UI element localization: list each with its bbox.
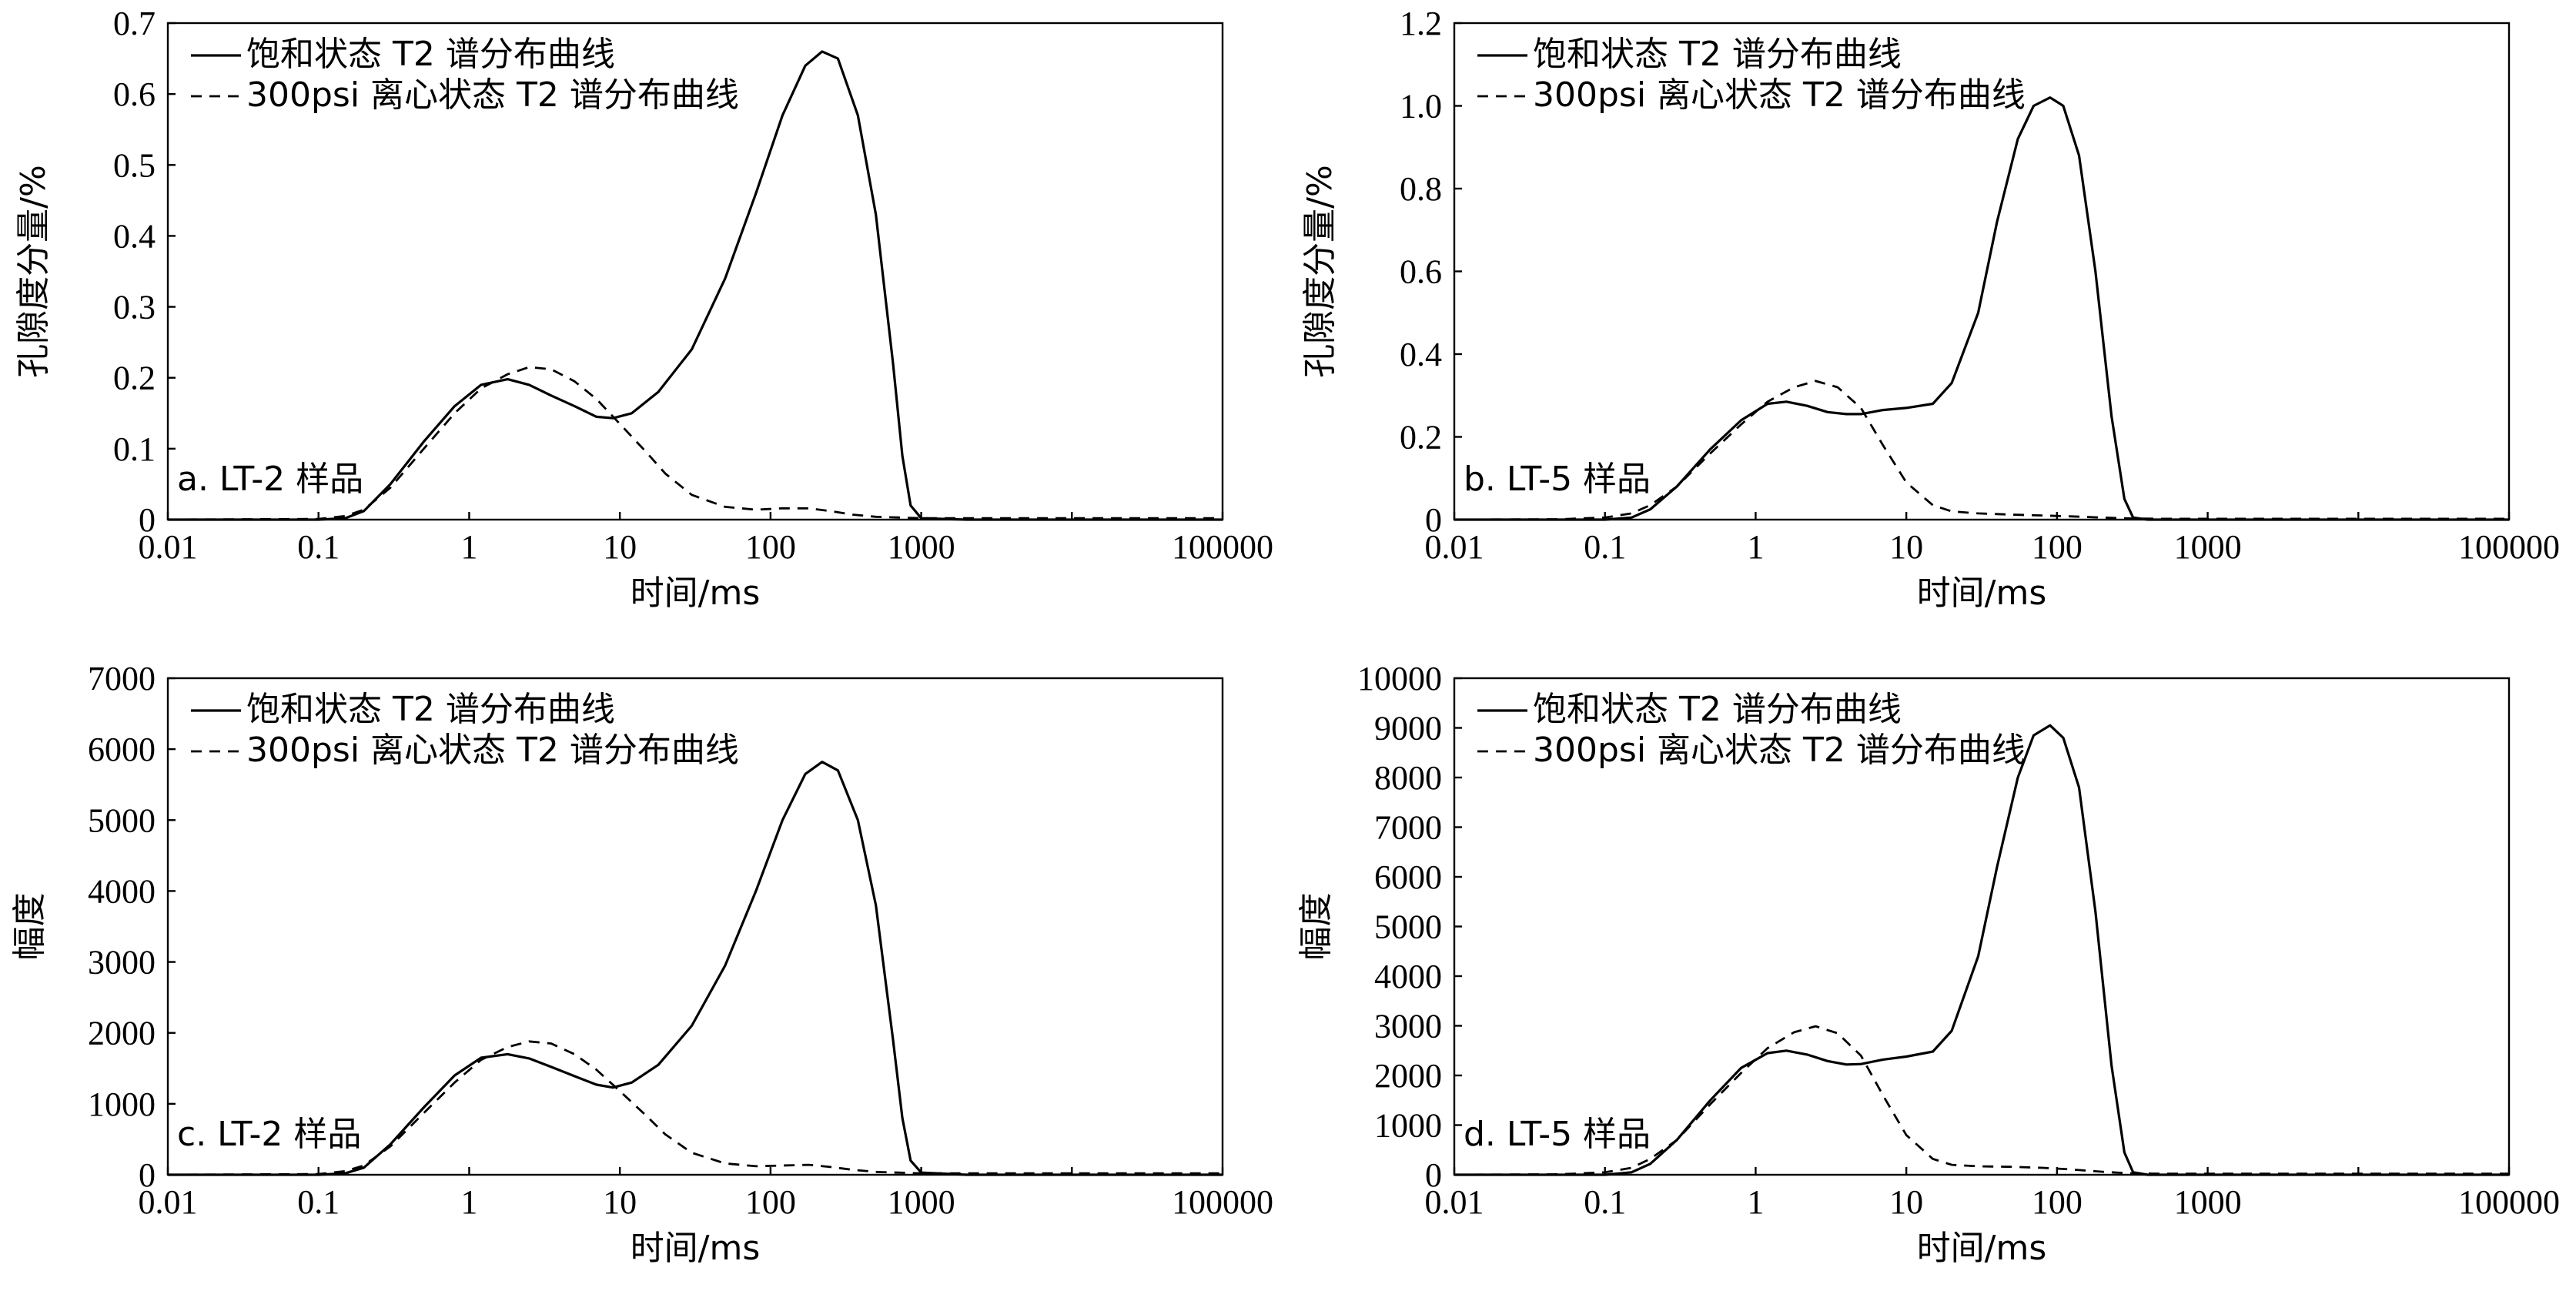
- y-tick-label: 0.6: [1400, 253, 1442, 291]
- y-tick-label: 1.0: [1400, 88, 1442, 125]
- plot-frame: [166, 677, 1224, 1176]
- y-tick-label: 0: [139, 1156, 156, 1194]
- x-tick-label: 0.01: [1425, 528, 1484, 566]
- y-tick-label: 0.4: [1400, 336, 1442, 373]
- y-tick-label: 6000: [88, 731, 156, 768]
- legend-entry-dashed: 300psi 离心状态 T2 谱分布曲线: [246, 731, 739, 770]
- series-line-saturated: [1454, 96, 2509, 521]
- y-tick-label: 0.4: [113, 217, 156, 255]
- x-tick-label: 0.1: [1584, 1183, 1626, 1221]
- legend-entry-solid: 饱和状态 T2 谱分布曲线: [246, 690, 615, 729]
- y-tick-label: 9000: [1374, 710, 1442, 748]
- x-tick-label: 1000: [888, 1183, 955, 1221]
- series-line-saturated: [168, 50, 1223, 521]
- y-tick-label: 0: [1425, 501, 1442, 539]
- plot-frame: [166, 22, 1224, 521]
- y-tick-label: 0: [139, 501, 156, 539]
- y-tick-label: 0.7: [113, 5, 156, 42]
- x-tick-label: 10: [1889, 528, 1923, 566]
- x-tick-label: 100000: [2458, 1183, 2560, 1221]
- x-tick-label: 0.1: [297, 1183, 340, 1221]
- y-tick-label: 6000: [1374, 858, 1442, 896]
- x-tick-label: 100000: [1172, 1183, 1273, 1221]
- y-tick-label: 3000: [1374, 1008, 1442, 1045]
- y-tick-label: 1000: [1374, 1107, 1442, 1145]
- x-tick-label: 100000: [1172, 528, 1273, 566]
- panel-a: 孔隙度分量/% 时间/ms a. LT-2 样品 饱和状态 T2 谱分布曲线 3…: [14, 5, 1273, 613]
- y-tick-label: 10000: [1357, 660, 1442, 697]
- x-tick-label: 100: [2032, 528, 2083, 566]
- x-tick-label: 100000: [2458, 528, 2560, 566]
- panel-label: b. LT-5 样品: [1464, 460, 1651, 499]
- y-tick-label: 2000: [1374, 1057, 1442, 1095]
- x-tick-label: 0.01: [139, 528, 198, 566]
- y-tick-label: 3000: [88, 944, 156, 982]
- x-axis-title: 时间/ms: [631, 574, 761, 613]
- x-tick-label: 1000: [2174, 528, 2242, 566]
- y-tick-label: 8000: [1374, 759, 1442, 797]
- x-tick-label: 10: [603, 1183, 637, 1221]
- legend-entry-solid: 饱和状态 T2 谱分布曲线: [246, 35, 615, 74]
- y-tick-label: 2000: [88, 1015, 156, 1052]
- y-tick-label: 4000: [88, 872, 156, 910]
- series-line-saturated: [168, 761, 1223, 1176]
- y-axis-title: 幅度: [10, 893, 49, 961]
- y-tick-label: 0.1: [113, 430, 156, 468]
- x-tick-label: 100: [2032, 1183, 2083, 1221]
- x-tick-label: 0.01: [1425, 1183, 1484, 1221]
- x-axis-title: 时间/ms: [1917, 574, 2047, 613]
- panel-d: 幅度 时间/ms d. LT-5 样品 饱和状态 T2 谱分布曲线 300psi…: [1296, 660, 2560, 1268]
- legend-entry-dashed: 300psi 离心状态 T2 谱分布曲线: [1533, 75, 2026, 115]
- x-axis-title: 时间/ms: [631, 1229, 761, 1268]
- y-tick-label: 0.3: [113, 289, 156, 326]
- y-axis-title: 孔隙度分量/%: [14, 165, 53, 378]
- panel-label: a. LT-2 样品: [177, 460, 363, 499]
- series-line-centrifuged: [1454, 380, 2509, 521]
- y-tick-label: 7000: [88, 660, 156, 697]
- x-tick-label: 1: [1747, 1183, 1764, 1221]
- panel-label: d. LT-5 样品: [1464, 1115, 1651, 1154]
- y-tick-label: 0.8: [1400, 170, 1442, 208]
- panel-b: 孔隙度分量/% 时间/ms b. LT-5 样品 饱和状态 T2 谱分布曲线 3…: [1300, 5, 2560, 613]
- y-tick-label: 0.2: [113, 360, 156, 397]
- y-tick-label: 4000: [1374, 958, 1442, 995]
- y-tick-label: 0.5: [113, 146, 156, 184]
- x-tick-label: 1: [460, 528, 477, 566]
- y-axis-title: 幅度: [1296, 893, 1336, 961]
- legend-entry-solid: 饱和状态 T2 谱分布曲线: [1533, 35, 1902, 74]
- legend-entry-solid: 饱和状态 T2 谱分布曲线: [1533, 690, 1902, 729]
- panel-c: 幅度 时间/ms c. LT-2 样品 饱和状态 T2 谱分布曲线 300psi…: [10, 660, 1273, 1268]
- y-tick-label: 1000: [88, 1085, 156, 1123]
- y-tick-label: 0.6: [113, 75, 156, 113]
- y-tick-label: 0.2: [1400, 419, 1442, 457]
- y-tick-label: 7000: [1374, 809, 1442, 847]
- y-tick-label: 5000: [1374, 908, 1442, 946]
- x-tick-label: 0.1: [297, 528, 340, 566]
- x-tick-label: 100: [745, 1183, 796, 1221]
- y-tick-label: 1.2: [1400, 5, 1442, 42]
- y-tick-label: 5000: [88, 801, 156, 839]
- series-line-centrifuged: [1454, 1025, 2509, 1176]
- x-tick-label: 0.01: [139, 1183, 198, 1221]
- x-tick-label: 0.1: [1584, 528, 1626, 566]
- y-axis-title: 孔隙度分量/%: [1300, 165, 1340, 378]
- x-tick-label: 10: [1889, 1183, 1923, 1221]
- x-tick-label: 1000: [888, 528, 955, 566]
- x-tick-label: 1000: [2174, 1183, 2242, 1221]
- legend-entry-dashed: 300psi 离心状态 T2 谱分布曲线: [1533, 731, 2026, 770]
- legend-entry-dashed: 300psi 离心状态 T2 谱分布曲线: [246, 75, 739, 115]
- x-tick-label: 100: [745, 528, 796, 566]
- x-tick-label: 1: [1747, 528, 1764, 566]
- x-axis-title: 时间/ms: [1917, 1229, 2047, 1268]
- panel-label: c. LT-2 样品: [177, 1115, 361, 1154]
- series-line-saturated: [1454, 724, 2509, 1176]
- y-tick-label: 0: [1425, 1156, 1442, 1194]
- x-tick-label: 1: [460, 1183, 477, 1221]
- series-line-centrifuged: [167, 1040, 1223, 1176]
- x-tick-label: 10: [603, 528, 637, 566]
